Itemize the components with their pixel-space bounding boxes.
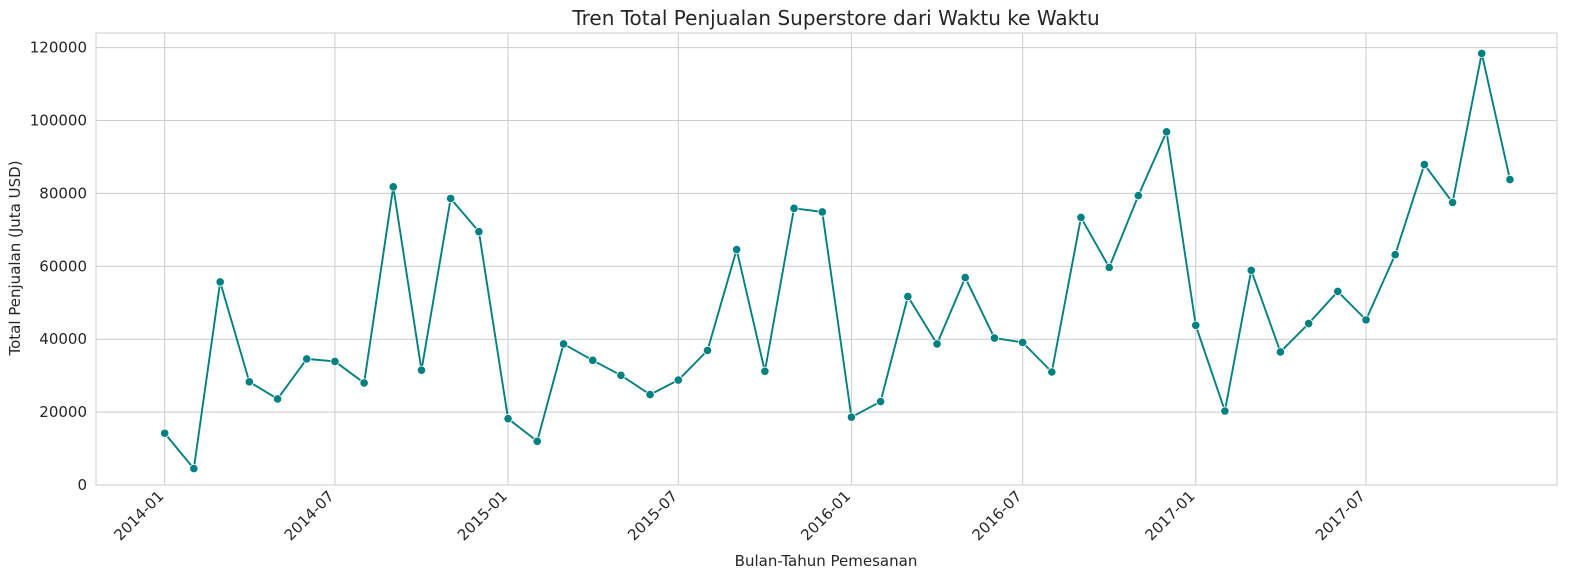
data-point [388, 182, 398, 192]
data-point [1447, 197, 1458, 208]
x-tick-label: 2017-01 [1142, 487, 1199, 544]
data-point [817, 207, 827, 217]
data-point [1275, 347, 1286, 357]
data-point [875, 396, 886, 407]
data-point [702, 345, 713, 356]
chart-title: Tren Total Penjualan Superstore dari Wak… [571, 6, 1099, 30]
data-point [903, 291, 913, 302]
y-tick-label: 40000 [39, 330, 87, 348]
data-point [446, 193, 456, 204]
data-point [1304, 318, 1314, 329]
data-point [532, 436, 542, 446]
data-point [1477, 48, 1487, 59]
data-point [1220, 406, 1230, 416]
data-point [760, 366, 770, 376]
data-point [1076, 212, 1086, 223]
series-layer [160, 48, 1515, 474]
x-tick-label: 2015-01 [454, 487, 511, 544]
x-tick-label: 2015-07 [624, 487, 681, 544]
data-point [416, 365, 427, 375]
data-point [1246, 265, 1256, 275]
data-point [1018, 337, 1028, 348]
tick-layer: 0 20000 40000 60000 80000 100000 120000 2014-01… [30, 39, 1369, 545]
data-point [503, 414, 513, 424]
y-tick-label: 0 [77, 476, 87, 494]
data-point [960, 272, 970, 283]
y-tick-label: 80000 [39, 184, 87, 202]
data-point [558, 339, 569, 349]
data-point [359, 378, 369, 388]
x-tick-label: 2014-07 [281, 487, 338, 544]
data-point [1333, 286, 1343, 297]
grid-layer [96, 33, 1557, 486]
x-axis-label: Bulan-Tahun Pemesanan [735, 552, 918, 570]
data-point [474, 227, 484, 237]
plot-frame [95, 32, 1558, 486]
y-tick-label: 100000 [30, 111, 87, 129]
data-point [215, 277, 225, 287]
data-point [1419, 159, 1429, 170]
data-point [1390, 250, 1400, 260]
data-point [846, 412, 857, 422]
y-axis-label: Total Penjualan (Juta USD) [6, 160, 24, 356]
data-point [160, 428, 170, 438]
data-point [1161, 127, 1172, 137]
x-tick-label: 2014-01 [110, 487, 167, 544]
data-point [1133, 190, 1143, 201]
data-point [1104, 262, 1114, 272]
data-point [932, 339, 942, 349]
y-tick-label: 20000 [39, 403, 87, 421]
data-point [1361, 315, 1371, 325]
data-point [189, 463, 199, 474]
data-point [616, 370, 626, 380]
series-line [163, 52, 1511, 470]
data-point [588, 355, 598, 365]
data-point [1191, 320, 1201, 330]
data-point [1047, 367, 1057, 377]
data-point [272, 394, 283, 404]
data-point [645, 389, 655, 400]
data-point [732, 244, 742, 255]
x-tick-label: 2017-07 [1312, 487, 1369, 544]
data-point [789, 203, 799, 213]
data-point [673, 375, 683, 385]
x-tick-label: 2016-01 [797, 487, 854, 544]
data-point [244, 377, 254, 387]
y-tick-label: 120000 [30, 39, 87, 57]
data-point [1505, 174, 1515, 185]
data-point [302, 354, 312, 364]
data-point [330, 356, 340, 367]
data-point [989, 333, 1000, 343]
y-tick-label: 60000 [39, 257, 87, 275]
x-tick-label: 2016-07 [968, 487, 1025, 544]
